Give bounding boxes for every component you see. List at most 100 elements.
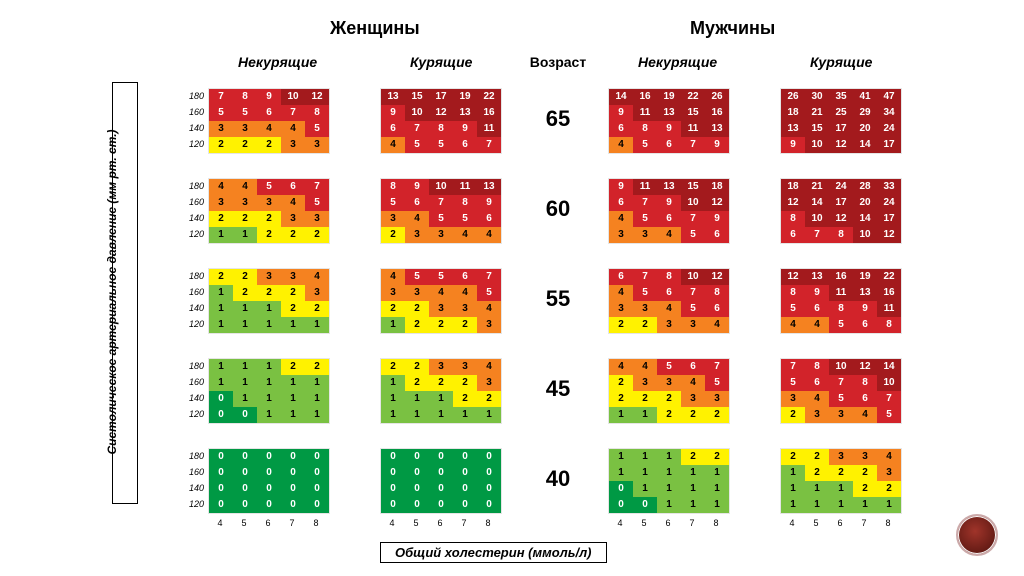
risk-cell: 9 — [705, 137, 729, 153]
risk-grid: 7891012556783344522233 — [208, 88, 330, 154]
risk-cell: 3 — [429, 227, 453, 243]
risk-cell: 7 — [633, 269, 657, 285]
risk-cell: 1 — [209, 301, 233, 317]
risk-cell: 20 — [853, 195, 877, 211]
risk-cell: 1 — [705, 497, 729, 513]
risk-cell: 5 — [305, 121, 329, 137]
header-women: Женщины — [330, 18, 420, 39]
risk-cell: 6 — [805, 375, 829, 391]
risk-cell: 3 — [257, 195, 281, 211]
age-value: 65 — [528, 106, 588, 132]
age-value: 55 — [528, 286, 588, 312]
header-smokers-men: Курящие — [810, 54, 872, 70]
header-nonsmokers-women: Некурящие — [238, 54, 317, 70]
risk-cell: 9 — [853, 301, 877, 317]
risk-cell: 0 — [453, 481, 477, 497]
risk-cell: 9 — [453, 121, 477, 137]
risk-cell: 14 — [853, 211, 877, 227]
risk-cell: 5 — [781, 301, 805, 317]
col-label: 4 — [608, 518, 632, 528]
risk-grid: 6781012456783345622334 — [608, 268, 730, 334]
risk-cell: 9 — [381, 105, 405, 121]
risk-cell: 2 — [257, 227, 281, 243]
risk-cell: 0 — [209, 481, 233, 497]
risk-block: 131517192291012131667891145567 — [380, 88, 502, 154]
risk-cell: 15 — [805, 121, 829, 137]
risk-cell: 0 — [233, 449, 257, 465]
risk-cell: 13 — [805, 269, 829, 285]
risk-cell: 22 — [681, 89, 705, 105]
risk-cell: 4 — [805, 391, 829, 407]
risk-cell: 5 — [453, 211, 477, 227]
risk-cell: 10 — [853, 227, 877, 243]
risk-cell: 17 — [877, 211, 901, 227]
risk-cell: 26 — [781, 89, 805, 105]
risk-grid: 1416192226911131516689111345679 — [608, 88, 730, 154]
risk-cell: 0 — [281, 497, 305, 513]
risk-cell: 1 — [381, 375, 405, 391]
risk-cell: 2 — [305, 359, 329, 375]
risk-cell: 19 — [657, 89, 681, 105]
col-label: 6 — [428, 518, 452, 528]
risk-cell: 9 — [781, 137, 805, 153]
risk-cell: 2 — [705, 449, 729, 465]
risk-cell: 0 — [233, 465, 257, 481]
risk-cell: 1 — [829, 481, 853, 497]
risk-cell: 3 — [405, 285, 429, 301]
risk-cell: 1 — [381, 391, 405, 407]
risk-cell: 26 — [705, 89, 729, 105]
col-labels: 45678 — [208, 518, 328, 528]
risk-cell: 4 — [281, 121, 305, 137]
risk-cell: 3 — [477, 317, 501, 333]
risk-cell: 1 — [681, 481, 705, 497]
risk-cell: 5 — [829, 391, 853, 407]
risk-cell: 41 — [853, 89, 877, 105]
risk-grid: 11122111110111100111 — [208, 358, 330, 424]
risk-cell: 1 — [633, 407, 657, 423]
risk-cell: 3 — [257, 269, 281, 285]
risk-cell: 5 — [633, 137, 657, 153]
risk-cell: 8 — [305, 105, 329, 121]
risk-cell: 1 — [257, 407, 281, 423]
col-label: 7 — [852, 518, 876, 528]
col-label: 4 — [208, 518, 232, 528]
risk-cell: 4 — [381, 137, 405, 153]
col-label: 8 — [476, 518, 500, 528]
age-value: 40 — [528, 466, 588, 492]
risk-cell: 10 — [805, 137, 829, 153]
risk-cell: 0 — [405, 449, 429, 465]
risk-cell: 4 — [381, 269, 405, 285]
risk-cell: 7 — [681, 137, 705, 153]
risk-cell: 10 — [405, 105, 429, 121]
risk-cell: 1 — [305, 391, 329, 407]
row-label: 120 — [178, 496, 204, 512]
risk-cell: 1 — [233, 317, 257, 333]
risk-cell: 10 — [829, 359, 853, 375]
risk-cell: 8 — [429, 121, 453, 137]
risk-cell: 11 — [877, 301, 901, 317]
risk-cell: 11 — [633, 105, 657, 121]
risk-cell: 2 — [281, 359, 305, 375]
col-label: 5 — [404, 518, 428, 528]
risk-cell: 4 — [305, 269, 329, 285]
risk-cell: 2 — [209, 211, 233, 227]
risk-cell: 0 — [233, 497, 257, 513]
risk-cell: 1 — [257, 301, 281, 317]
risk-cell: 1 — [429, 391, 453, 407]
risk-cell: 0 — [381, 465, 405, 481]
risk-cell: 7 — [477, 137, 501, 153]
risk-cell: 8 — [781, 285, 805, 301]
risk-grid: 182124283312141720248101214176781012 — [780, 178, 902, 244]
risk-grid: 22334122231112211111 — [208, 268, 330, 334]
risk-cell: 2 — [781, 449, 805, 465]
risk-cell: 0 — [257, 481, 281, 497]
risk-cell: 1 — [281, 391, 305, 407]
risk-cell: 8 — [829, 301, 853, 317]
risk-cell: 4 — [477, 359, 501, 375]
risk-cell: 18 — [781, 105, 805, 121]
risk-cell: 4 — [405, 211, 429, 227]
risk-block: 182124283312141720248101214176781012 — [780, 178, 902, 244]
risk-cell: 9 — [609, 105, 633, 121]
risk-cell: 34 — [877, 105, 901, 121]
risk-cell: 2 — [453, 391, 477, 407]
